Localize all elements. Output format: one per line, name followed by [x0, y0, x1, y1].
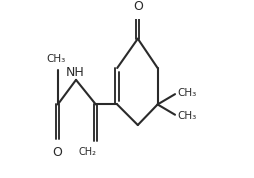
Text: CH₃: CH₃ — [177, 88, 196, 98]
Text: O: O — [132, 0, 142, 13]
Text: NH: NH — [66, 66, 84, 79]
Text: O: O — [52, 146, 62, 159]
Text: CH₃: CH₃ — [46, 54, 65, 64]
Text: CH₃: CH₃ — [177, 111, 196, 121]
Text: CH₂: CH₂ — [78, 147, 96, 157]
